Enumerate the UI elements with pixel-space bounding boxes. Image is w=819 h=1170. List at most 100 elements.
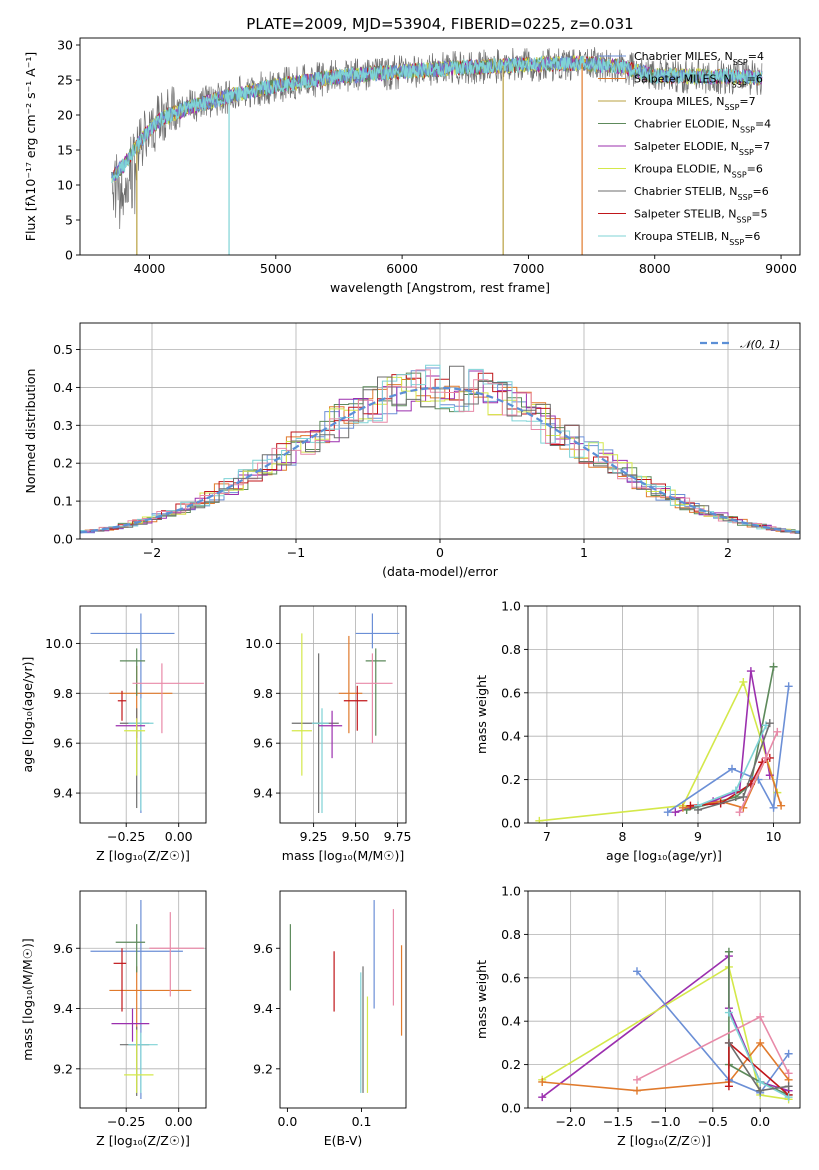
legend-entry: Salpeter MILES, NSSP=6 xyxy=(634,73,763,90)
errorbar-point xyxy=(117,690,127,721)
errorbar-point xyxy=(124,718,146,776)
y-axis-label: mass weight xyxy=(474,960,489,1039)
legend-entry: Chabrier STELIB, NSSP=6 xyxy=(634,185,769,202)
errorbar-point xyxy=(318,710,343,759)
x-tick-label: 7000 xyxy=(513,261,545,276)
weight-series-line xyxy=(636,970,790,1094)
y-tick-label: 1.0 xyxy=(501,884,521,899)
legend-text: =6 xyxy=(753,185,769,198)
legend-text: Salpeter MILES, N xyxy=(634,73,732,86)
errorbar-point xyxy=(109,966,192,1033)
errorbar-point xyxy=(311,708,329,814)
weight-series xyxy=(724,1038,793,1095)
x-tick-label: 9.50 xyxy=(342,829,370,844)
legend-text: Kroupa STELIB, N xyxy=(634,230,729,243)
errorbar-point xyxy=(338,635,363,734)
y-tick-label: 0.8 xyxy=(501,927,521,942)
legend-subscript: SSP xyxy=(740,125,755,134)
legend-entry: Kroupa MILES, NSSP=7 xyxy=(634,95,756,112)
x-axis-label: mass [log₁₀(M/M☉)] xyxy=(282,848,404,863)
plot-frame xyxy=(79,605,207,824)
weight-point-marker xyxy=(671,808,680,817)
weight-point-marker xyxy=(632,1075,641,1084)
plot-area xyxy=(535,662,793,823)
y-tick-label: 9.6 xyxy=(253,736,273,751)
errorbar-point xyxy=(128,1032,158,1093)
x-tick-label: −2 xyxy=(143,545,161,560)
legend-text: Kroupa ELODIE, N xyxy=(634,163,732,176)
plot-area xyxy=(80,364,800,534)
age-vs-mass-panel: 9.25 9.50 9.75 9.4 9.6 9.8 10.0 mass [log₁₀(M/M… xyxy=(245,605,412,863)
y-axis-label: Normed distribution xyxy=(23,369,38,494)
legend-entry: Chabrier ELODIE, NSSP=4 xyxy=(634,118,771,135)
weight-series-line xyxy=(539,679,779,822)
x-tick-label: 0.00 xyxy=(165,829,193,844)
x-tick-label: −0.25 xyxy=(107,829,145,844)
legend-subscript: SSP xyxy=(738,193,753,202)
x-axis-label: Z [log₁₀(Z/Z☉)] xyxy=(617,1133,711,1148)
histogram-step-line xyxy=(89,372,800,533)
weight-point-marker xyxy=(765,771,774,780)
x-tick-label: −2.0 xyxy=(555,1114,585,1129)
x-tick-label: 9000 xyxy=(765,261,797,276)
x-tick-label: 4000 xyxy=(134,261,166,276)
y-axis-label: age [log₁₀(age/yr)] xyxy=(20,657,35,773)
legend-text: Chabrier MILES, N xyxy=(634,50,733,63)
weight-point-marker xyxy=(538,1077,547,1086)
plot-frame xyxy=(79,322,801,540)
weight-point-marker xyxy=(765,719,774,728)
plot-area xyxy=(538,947,793,1104)
y-tick-label: 20 xyxy=(57,108,73,123)
spectrum-panel: 4000 5000 6000 7000 8000 9000 0 5 10 15 20 25 30 wave… xyxy=(23,15,801,295)
x-axis-label: E(B-V) xyxy=(324,1133,363,1148)
weight-point-marker xyxy=(724,1082,733,1091)
legend-text: =5 xyxy=(751,208,767,221)
weight-vs-metallicity-panel: −2.0 −1.5 −1.0 −0.5 0.0 0.0 0.2 0.4 0.6 0.8 1.0 Z [… xyxy=(474,884,801,1148)
legend-entry: Kroupa STELIB, NSSP=6 xyxy=(634,230,760,247)
x-tick-label: 1 xyxy=(580,545,588,560)
legend-text: =7 xyxy=(739,95,755,108)
weight-point-marker xyxy=(739,792,748,801)
weight-point-marker xyxy=(756,1077,765,1086)
plot-area xyxy=(289,900,403,1093)
legend-text: Chabrier STELIB, N xyxy=(634,185,738,198)
y-tick-label: 9.2 xyxy=(53,1061,73,1076)
y-tick-label: 9.8 xyxy=(53,686,73,701)
legend-entry: Salpeter ELODIE, NSSP=7 xyxy=(634,140,770,157)
x-tick-label: 8000 xyxy=(639,261,671,276)
y-tick-label: 0.0 xyxy=(501,816,521,831)
x-tick-label: −1.0 xyxy=(650,1114,680,1129)
y-tick-label: 9.2 xyxy=(253,1061,273,1076)
mass-vs-reddening-panel: 0.0 0.1 9.2 9.4 9.6 E(B-V) xyxy=(253,890,407,1148)
weight-point-marker xyxy=(769,803,778,812)
x-tick-label: −1 xyxy=(287,545,305,560)
weight-point-marker xyxy=(756,1086,765,1095)
x-tick-label: 0.0 xyxy=(750,1114,770,1129)
x-tick-label: 10 xyxy=(766,829,782,844)
x-tick-label: −0.25 xyxy=(107,1114,145,1129)
plot-frame xyxy=(279,605,407,824)
x-tick-label: 0.0 xyxy=(277,1114,297,1129)
legend-text: Salpeter STELIB, N xyxy=(634,208,736,221)
y-tick-label: 0.4 xyxy=(501,729,521,744)
legend-text: =7 xyxy=(754,140,770,153)
plot-area xyxy=(90,613,204,814)
errorbar-point xyxy=(132,663,204,734)
weight-series-line xyxy=(728,951,789,1096)
x-tick-label: 6000 xyxy=(386,261,418,276)
y-axis-label: mass weight xyxy=(474,675,489,754)
y-tick-label: 9.6 xyxy=(53,941,73,956)
plot-area xyxy=(111,47,763,255)
x-axis-label: Z [log₁₀(Z/Z☉)] xyxy=(96,848,190,863)
y-tick-label: 0.1 xyxy=(53,494,73,509)
errorbar-point xyxy=(291,633,312,776)
weight-point-marker xyxy=(724,1038,733,1047)
weight-point-marker xyxy=(686,801,695,810)
weight-point-marker xyxy=(756,1038,765,1047)
errorbar-point xyxy=(119,1026,150,1096)
weight-point-marker xyxy=(632,967,641,976)
weight-point-marker xyxy=(784,1049,793,1058)
weight-series-line xyxy=(541,965,789,1101)
y-tick-label: 15 xyxy=(57,143,73,158)
weight-point-marker xyxy=(724,947,733,956)
